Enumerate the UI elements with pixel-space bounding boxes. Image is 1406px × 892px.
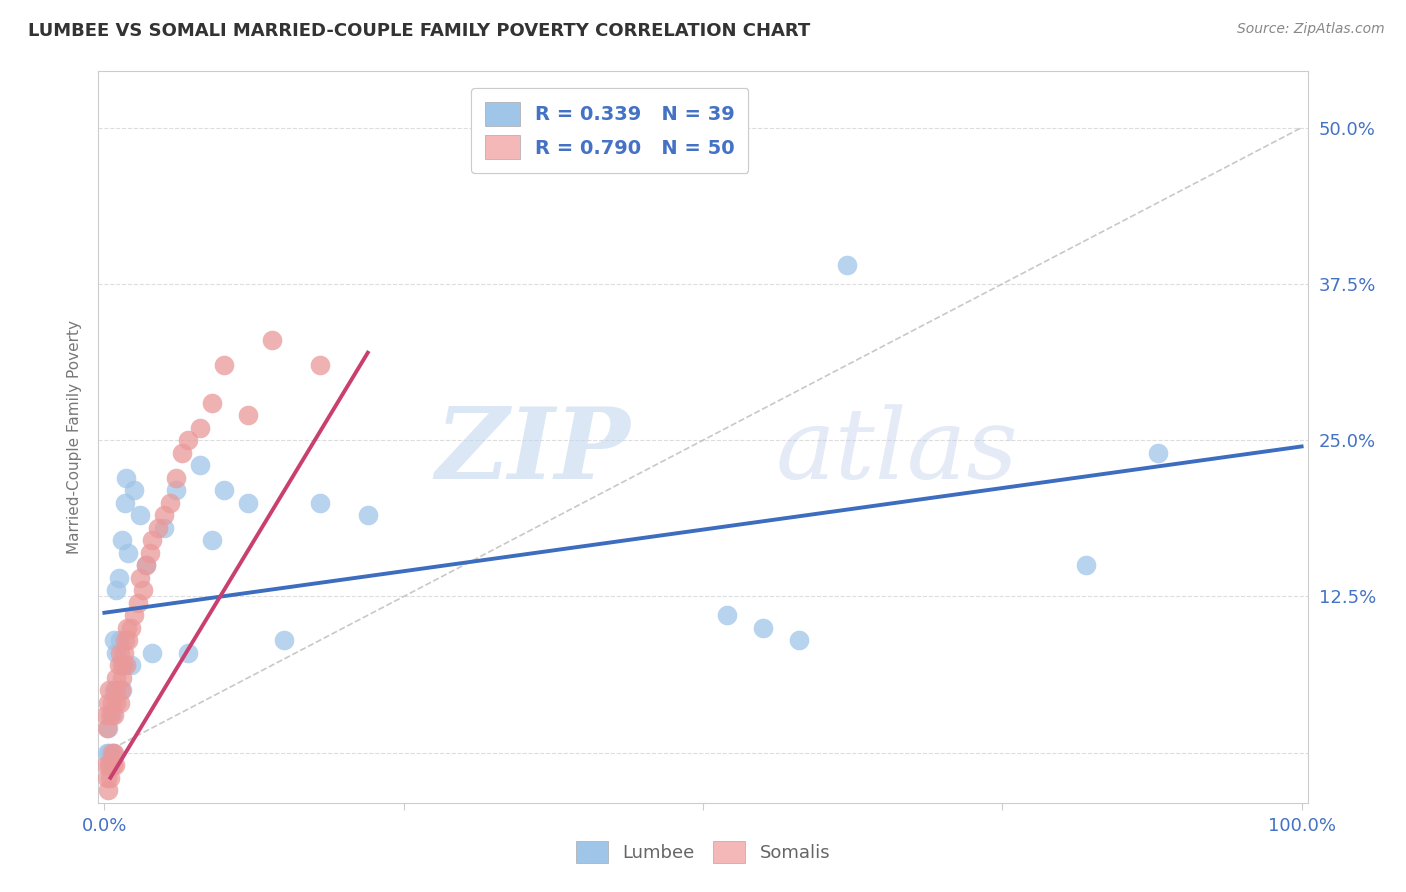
Point [100, 771, 122, 785]
Point [96, 746, 118, 760]
Point [97, 783, 120, 797]
Point [165, 471, 187, 485]
Point [94, 758, 117, 772]
Point [1147, 446, 1170, 460]
Point [153, 508, 176, 523]
Point [105, 671, 128, 685]
Point [127, 596, 149, 610]
Point [177, 646, 200, 660]
Point [107, 658, 129, 673]
Point [115, 658, 138, 673]
Point [212, 483, 235, 498]
Point [108, 646, 131, 660]
Point [120, 658, 142, 673]
Point [98, 746, 121, 760]
Point [111, 683, 134, 698]
Point [98, 758, 121, 772]
Point [309, 496, 332, 510]
Point [100, 708, 122, 723]
Point [105, 683, 128, 698]
Point [141, 646, 163, 660]
Point [124, 483, 146, 498]
Point [177, 434, 200, 448]
Point [141, 533, 163, 548]
Point [139, 546, 162, 560]
Point [97, 696, 120, 710]
Y-axis label: Married-Couple Family Poverty: Married-Couple Family Poverty [67, 320, 83, 554]
Point [132, 583, 155, 598]
Point [105, 646, 128, 660]
Point [104, 758, 127, 772]
Point [117, 546, 139, 560]
Point [101, 746, 124, 760]
Point [111, 533, 134, 548]
Point [101, 758, 124, 772]
Text: LUMBEE VS SOMALI MARRIED-COUPLE FAMILY POVERTY CORRELATION CHART: LUMBEE VS SOMALI MARRIED-COUPLE FAMILY P… [28, 22, 810, 40]
Point [111, 671, 134, 685]
Point [129, 571, 152, 585]
Point [103, 633, 125, 648]
Point [236, 408, 259, 422]
Point [716, 608, 738, 623]
Point [115, 471, 138, 485]
Point [124, 608, 146, 623]
Point [115, 621, 138, 635]
Point [103, 708, 125, 723]
Point [100, 746, 122, 760]
Point [110, 683, 132, 698]
Point [201, 533, 224, 548]
Point [120, 621, 142, 635]
Point [260, 333, 283, 347]
Point [97, 721, 120, 735]
Point [96, 721, 118, 735]
Point [357, 508, 380, 523]
Point [135, 558, 157, 573]
Point [108, 633, 131, 648]
Point [117, 633, 139, 648]
Point [165, 483, 187, 498]
Point [103, 746, 125, 760]
Point [159, 496, 181, 510]
Point [94, 708, 117, 723]
Point [129, 508, 152, 523]
Point [212, 358, 235, 372]
Legend: Lumbee, Somalis: Lumbee, Somalis [565, 830, 841, 874]
Text: atlas: atlas [776, 404, 1018, 500]
Point [98, 683, 121, 698]
Point [172, 446, 194, 460]
Point [100, 758, 122, 772]
Point [112, 646, 135, 660]
Legend: R = 0.339   N = 39, R = 0.790   N = 50: R = 0.339 N = 39, R = 0.790 N = 50 [471, 88, 748, 173]
Point [309, 358, 332, 372]
Point [111, 658, 134, 673]
Point [105, 696, 128, 710]
Point [105, 583, 128, 598]
Point [114, 496, 136, 510]
Point [201, 395, 224, 409]
Point [103, 683, 125, 698]
Point [135, 558, 157, 573]
Point [100, 708, 122, 723]
Point [273, 633, 295, 648]
Point [1074, 558, 1097, 573]
Point [114, 633, 136, 648]
Point [107, 571, 129, 585]
Point [153, 521, 176, 535]
Text: ZIP: ZIP [436, 403, 630, 500]
Point [752, 621, 775, 635]
Point [835, 258, 858, 272]
Point [236, 496, 259, 510]
Point [787, 633, 810, 648]
Point [148, 521, 170, 535]
Point [188, 458, 211, 473]
Point [100, 696, 122, 710]
Point [108, 696, 131, 710]
Point [112, 658, 135, 673]
Point [96, 771, 118, 785]
Point [188, 420, 211, 434]
Text: Source: ZipAtlas.com: Source: ZipAtlas.com [1237, 22, 1385, 37]
